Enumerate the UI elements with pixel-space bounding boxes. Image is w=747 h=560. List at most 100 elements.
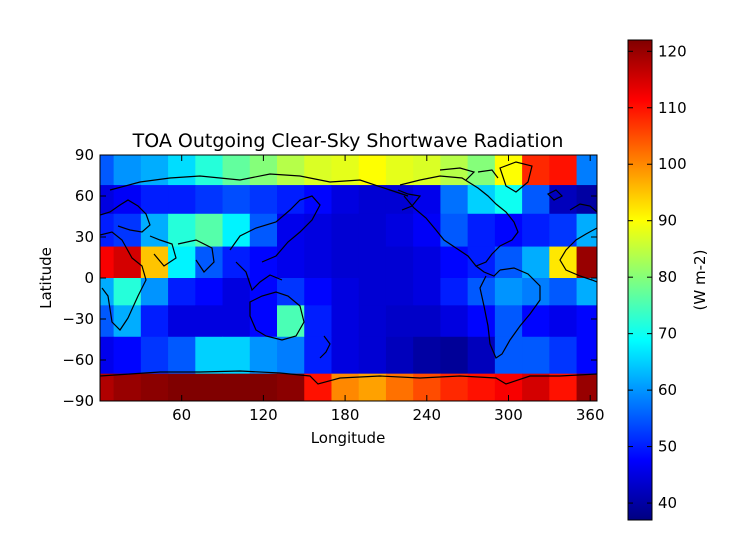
colorbar-tick-label: 50	[658, 438, 677, 456]
heatmap-cell	[358, 336, 387, 375]
heatmap-cell	[385, 305, 414, 338]
heatmap-cell	[494, 305, 523, 338]
y-tick-label: 60	[75, 187, 94, 205]
y-tick-label: 90	[75, 146, 94, 164]
heatmap-cell	[100, 336, 115, 375]
heatmap-cell	[358, 185, 387, 215]
y-tick-label: 30	[75, 228, 94, 246]
heatmap-cell	[549, 373, 578, 402]
heatmap-cell	[222, 278, 251, 306]
coastline-alaska	[397, 189, 422, 211]
colorbar-tick-label: 100	[658, 155, 687, 173]
heatmap-cell	[467, 336, 496, 375]
heatmap-cell	[413, 246, 441, 279]
heatmap-cell	[168, 305, 196, 338]
heatmap-cell	[195, 373, 224, 402]
y-axis: 90 60 30 0 −30 −60 −90	[62, 146, 597, 410]
heatmap-cell	[222, 155, 251, 186]
heatmap-cell	[385, 336, 414, 375]
heatmap-cell	[304, 373, 332, 402]
heatmap-cell	[195, 155, 224, 186]
coastline-new-zealand	[319, 335, 331, 359]
coastline-central-america	[475, 265, 501, 277]
x-tick-label: 300	[494, 406, 523, 424]
heatmap-cell	[522, 305, 550, 338]
heatmap-cell	[113, 278, 142, 306]
coastline-asia-north	[109, 173, 409, 197]
heatmap-cell	[168, 185, 196, 215]
heatmap-cell	[100, 185, 115, 215]
heatmap-cell	[522, 213, 550, 248]
y-tick-label: −60	[62, 351, 94, 369]
heatmap-cell	[576, 278, 598, 306]
heatmap-cell	[385, 246, 414, 279]
heatmap-cell	[440, 278, 469, 306]
heatmap-cell	[549, 155, 578, 186]
heatmap-cell	[576, 155, 598, 186]
heatmap-cell	[100, 373, 115, 402]
heatmap-cell	[331, 185, 360, 215]
heatmap-cell	[331, 305, 360, 338]
heatmap-cell	[222, 185, 251, 215]
coastline-asia-east	[229, 195, 321, 263]
coastline-australia	[249, 291, 305, 341]
heatmap-cell	[385, 155, 414, 186]
heatmap-cell	[413, 305, 441, 338]
heatmap-cell	[140, 305, 169, 338]
heatmap-cell	[222, 336, 251, 375]
heatmap-cell	[440, 246, 469, 279]
heatmap-cell	[249, 185, 278, 215]
heatmap-cell	[522, 336, 550, 375]
coastline-africa-east	[100, 231, 147, 331]
heatmap-cell	[467, 305, 496, 338]
heatmap-cell	[522, 155, 550, 186]
colorbar-tick-label: 70	[658, 325, 677, 343]
heatmap-cell	[100, 155, 115, 186]
heatmap-cell	[304, 185, 332, 215]
chart-title: TOA Outgoing Clear-Sky Shortwave Radiati…	[132, 130, 564, 152]
heatmap-cell	[249, 246, 278, 279]
coastline-europe-east-edge	[569, 203, 597, 213]
heatmap-cell	[195, 278, 224, 306]
heatmap-cell	[140, 373, 169, 402]
heatmap-cell	[385, 213, 414, 248]
heatmap-cell	[440, 336, 469, 375]
heatmap-cell	[522, 373, 550, 402]
heatmap-cell	[140, 246, 169, 279]
heatmap-cell	[100, 246, 115, 279]
heatmap-cell	[522, 185, 550, 215]
coastline-iceland	[546, 189, 564, 201]
heatmap-cell	[249, 278, 278, 306]
heatmap-cell	[168, 278, 196, 306]
heatmap-cell	[576, 213, 598, 248]
heatmap-cell	[440, 155, 469, 186]
coastline-north-america	[399, 175, 519, 267]
heatmap-cell	[413, 336, 441, 375]
colorbar	[627, 39, 653, 521]
colorbar-tick-label: 80	[658, 268, 677, 286]
heatmap-cell	[195, 246, 224, 279]
coastline-greenland	[499, 161, 533, 193]
heatmap-cell	[277, 155, 305, 186]
heatmap-cell	[113, 305, 142, 338]
y-axis-label: Latitude	[37, 247, 55, 309]
y-tick-label: −90	[62, 392, 94, 410]
heatmap-cell	[385, 373, 414, 402]
heatmap-cell	[331, 246, 360, 279]
heatmap-cell	[576, 185, 598, 215]
heatmap-cell	[113, 336, 142, 375]
heatmap-cell	[331, 336, 360, 375]
heatmap-cell	[467, 213, 496, 248]
x-tick-label: 60	[172, 406, 191, 424]
heatmap-cell	[358, 213, 387, 248]
heatmap-cell	[113, 155, 142, 186]
heatmap-cell	[494, 278, 523, 306]
heatmap-cell	[467, 246, 496, 279]
coastlines	[100, 161, 597, 385]
coastline-south-america	[479, 267, 541, 359]
heatmap-cell	[576, 246, 598, 279]
heatmap-cell	[358, 278, 387, 306]
heatmap-cell	[304, 155, 332, 186]
heatmap-cell	[113, 213, 142, 248]
